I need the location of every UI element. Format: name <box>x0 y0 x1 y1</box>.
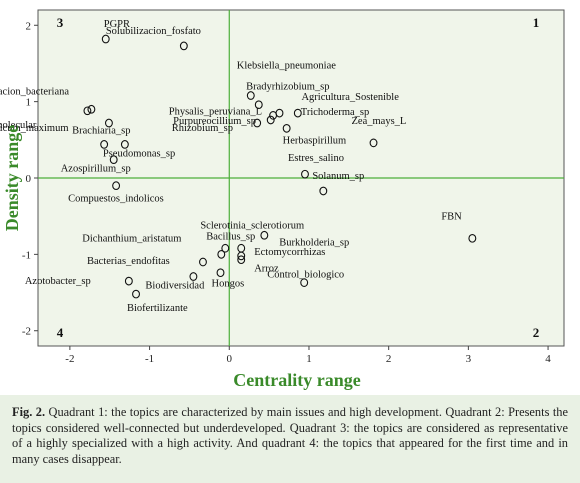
point-label: Hongos <box>212 279 245 290</box>
data-point <box>253 118 262 128</box>
data-point <box>468 233 477 243</box>
data-point <box>87 104 96 114</box>
data-point <box>217 250 226 259</box>
point-label: Biofertilizante <box>127 303 188 314</box>
point-label: Bacterias_endofitas <box>87 256 170 267</box>
data-point <box>112 181 121 190</box>
data-point <box>189 272 198 281</box>
point-label: Burkholderia_sp <box>279 237 349 248</box>
point-label: Herbaspirillum <box>283 135 347 146</box>
data-point <box>282 124 291 133</box>
quadrant-label-4: 4 <box>57 325 64 340</box>
point-label: Bradyrhizobium_sp <box>246 81 329 92</box>
data-point <box>132 289 140 299</box>
data-point <box>369 138 378 148</box>
point-label: Brachiaria_sp <box>72 125 130 136</box>
point-label: FBN <box>441 211 462 222</box>
data-point <box>124 276 133 286</box>
data-point <box>319 186 328 196</box>
y-axis-label: Density range <box>2 125 22 232</box>
point-label: Filogenia_molecular <box>0 120 37 131</box>
data-point <box>266 115 275 125</box>
point-label: Compuestos_indolicos <box>68 194 164 205</box>
quadrant-label-1: 1 <box>533 15 540 30</box>
data-point <box>179 41 188 51</box>
data-point <box>237 255 246 265</box>
y-tick-label: -2 <box>22 326 31 338</box>
quadrant-label-3: 3 <box>57 15 64 30</box>
point-label: Perservacion_bacteriana <box>0 86 69 97</box>
point-label: Azospirillum_sp <box>61 164 131 175</box>
data-point <box>300 278 309 287</box>
data-point <box>120 140 129 149</box>
x-tick-label: 4 <box>545 353 551 365</box>
point-label: Estres_salino <box>288 153 344 164</box>
data-point <box>237 251 246 261</box>
point-label: Trichoderma_sp <box>301 107 369 118</box>
data-point <box>104 118 113 128</box>
x-tick-label: -1 <box>145 353 154 365</box>
caption-text: Quadrant 1: the topics are characterized… <box>12 405 568 466</box>
figure-caption: Fig. 2. Quadrant 1: the topics are chara… <box>0 395 580 483</box>
point-label: Physalis_peruviana_L <box>169 107 262 118</box>
figure-label: Fig. 2. <box>12 405 46 419</box>
data-point <box>109 155 118 165</box>
x-tick-label: 0 <box>227 353 233 365</box>
point-label: Azotobacter_sp <box>25 276 91 287</box>
x-tick-label: 1 <box>306 353 312 365</box>
point-label: Agricultura_Sostenible <box>301 92 399 103</box>
point-label: Solanum_sp <box>312 171 364 182</box>
point-label: Ectomycorrhizas <box>254 247 325 258</box>
y-tick-label: 0 <box>26 173 32 185</box>
point-label: Control_biologico <box>267 270 344 281</box>
point-label: Dichanthium_aristatum <box>82 233 181 244</box>
point-label: Biodiversidad <box>145 281 205 292</box>
x-axis-label: Centrality range <box>233 370 360 390</box>
point-label: Panicum_maximum <box>0 123 69 134</box>
x-tick-label: 3 <box>466 353 472 365</box>
reference-lines <box>38 10 564 346</box>
data-point <box>260 230 269 240</box>
point-label: PGPR <box>104 19 130 30</box>
data-point <box>275 108 284 118</box>
data-point <box>246 91 255 100</box>
scatter-chart: -2 -1 0 1 2 3 4 -2 -1 0 1 2 PGPRSolubilizacion_fosf… <box>0 9 565 390</box>
x-tick-label: 2 <box>386 353 392 365</box>
y-tick-label: 1 <box>26 97 32 109</box>
point-label: Zea_mays_L <box>352 116 407 127</box>
point-label: Arroz <box>254 264 279 275</box>
data-point <box>83 106 92 116</box>
point-label: Sclerotinia_sclerotiorum <box>200 220 304 231</box>
data-point <box>199 257 207 267</box>
point-label: Pseudomonas_sp <box>103 148 175 159</box>
quadrant-label-2: 2 <box>533 325 540 340</box>
point-label: Purpureocillium_sp <box>173 116 256 127</box>
axes: -2 -1 0 1 2 3 4 -2 -1 0 1 2 <box>22 20 551 365</box>
point-label: Bacillus_sp <box>206 231 255 242</box>
data-point <box>221 243 230 253</box>
point-label: Solubilizacion_fosfato <box>106 26 201 37</box>
y-tick-label: 2 <box>26 20 32 32</box>
x-tick-label: -2 <box>65 353 74 365</box>
data-point <box>293 108 302 118</box>
data-point <box>301 169 309 179</box>
data-point <box>254 100 263 110</box>
data-point <box>101 34 110 44</box>
data-point <box>216 268 225 278</box>
y-tick-label: -1 <box>22 249 31 261</box>
point-label: Klebsiella_pneumoniae <box>237 61 336 72</box>
data-point <box>100 140 109 149</box>
point-label: Rhizobium_sp <box>172 123 233 134</box>
data-points <box>83 34 477 299</box>
